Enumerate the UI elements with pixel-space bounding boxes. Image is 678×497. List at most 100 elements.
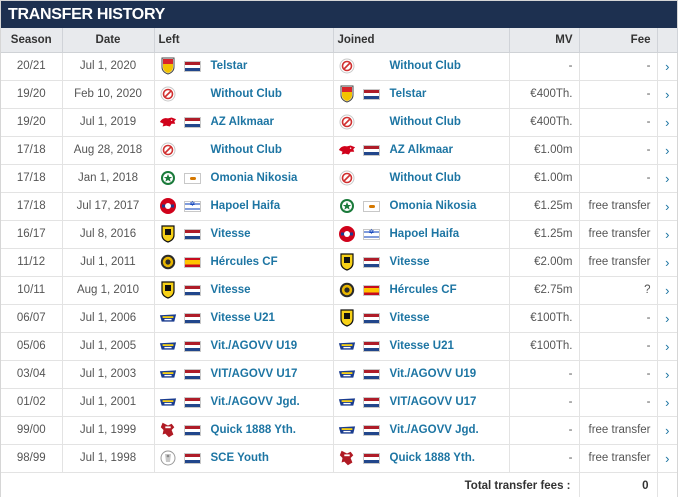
no-club-icon[interactable] [338,113,356,131]
left-club-link[interactable]: Without Club [210,88,282,100]
joined-club-link[interactable]: Vit./AGOVV Jgd. [389,424,479,436]
hapoel-crest[interactable] [338,225,356,243]
table-row[interactable]: 01/02 Jul 1, 2001 Vit./AGOVV Jgd. VIT/AG… [1,388,677,417]
joined-club-link[interactable]: Hapoel Haifa [389,228,460,240]
left-club-link[interactable]: Vitesse [210,284,251,296]
joined-club-link[interactable]: Without Club [389,116,461,128]
az-crest[interactable] [338,141,356,159]
left-club-link[interactable]: Without Club [210,144,282,156]
hercules-crest[interactable] [159,253,177,271]
left-club-link[interactable]: AZ Alkmaar [210,116,275,128]
agovv-crest[interactable] [338,421,356,439]
row-detail-arrow-icon[interactable]: › [657,52,677,81]
joined-club-link[interactable]: Vitesse [389,256,430,268]
vitesse-crest[interactable] [159,225,177,243]
table-row[interactable]: 20/21 Jul 1, 2020 Telstar Without Club -… [1,52,677,81]
left-club-link[interactable]: Vitesse U21 [210,312,275,324]
row-detail-arrow-icon[interactable]: › [657,276,677,305]
table-row[interactable]: 99/00 Jul 1, 1999 Quick 1888 Yth. Vit./A… [1,416,677,445]
quick-crest[interactable] [159,421,177,439]
row-detail-arrow-icon[interactable]: › [657,360,677,389]
market-value-cell: €100Th. [509,332,580,361]
agovv-crest[interactable] [159,393,177,411]
flag-il-icon [362,228,380,240]
telstar-crest[interactable] [159,57,177,75]
joined-club-link[interactable]: Hércules CF [389,284,457,296]
agovv-crest[interactable] [338,393,356,411]
left-club-cell: Without Club [154,80,334,109]
joined-club-link[interactable]: AZ Alkmaar [389,144,454,156]
vitesse-crest[interactable] [159,281,177,299]
table-row[interactable]: 16/17 Jul 8, 2016 Vitesse Hapoel Haifa €… [1,220,677,249]
agovv-crest[interactable] [338,365,356,383]
left-club-cell: Without Club [154,136,334,165]
agovv-crest[interactable] [159,365,177,383]
table-row[interactable]: 19/20 Jul 1, 2019 AZ Alkmaar Without Clu… [1,108,677,137]
joined-club-cell: Without Club [333,108,510,137]
row-detail-arrow-icon[interactable]: › [657,192,677,221]
left-club-link[interactable]: Quick 1888 Yth. [210,424,296,436]
quick-crest[interactable] [338,449,356,467]
left-club-link[interactable]: Hércules CF [210,256,278,268]
agovv-crest[interactable] [338,337,356,355]
row-detail-arrow-icon[interactable]: › [657,164,677,193]
table-row[interactable]: 19/20 Feb 10, 2020 Without Club Telstar … [1,80,677,109]
table-row[interactable]: 17/18 Jul 17, 2017 Hapoel Haifa Omonia N… [1,192,677,221]
left-club-link[interactable]: Telstar [210,60,248,72]
joined-club-link[interactable]: Quick 1888 Yth. [389,452,475,464]
left-club-link[interactable]: VIT/AGOVV U17 [210,368,298,380]
agovv-crest[interactable] [159,309,177,327]
no-club-icon[interactable] [159,141,177,159]
joined-club-link[interactable]: Without Club [389,172,461,184]
joined-club-link[interactable]: VIT/AGOVV U17 [389,396,477,408]
table-row[interactable]: 11/12 Jul 1, 2011 Hércules CF Vitesse €2… [1,248,677,277]
date-cell: Jul 1, 2020 [62,52,155,81]
left-club-link[interactable]: Vit./AGOVV Jgd. [210,396,300,408]
row-detail-arrow-icon[interactable]: › [657,80,677,109]
row-detail-arrow-icon[interactable]: › [657,136,677,165]
hapoel-crest[interactable] [159,197,177,215]
vitesse-crest[interactable] [338,309,356,327]
table-row[interactable]: 03/04 Jul 1, 2003 VIT/AGOVV U17 Vit./AGO… [1,360,677,389]
joined-club-link[interactable]: Vit./AGOVV U19 [389,368,477,380]
row-detail-arrow-icon[interactable]: › [657,304,677,333]
left-club-cell: Vit./AGOVV Jgd. [154,388,334,417]
hercules-crest[interactable] [338,281,356,299]
row-detail-arrow-icon[interactable]: › [657,388,677,417]
table-row[interactable]: 17/18 Aug 28, 2018 Without Club AZ Alkma… [1,136,677,165]
table-row[interactable]: 98/99 Jul 1, 1998 SCE Youth Quick 1888 Y… [1,444,677,473]
table-row[interactable]: 10/11 Aug 1, 2010 Vitesse Hércules CF €2… [1,276,677,305]
row-detail-arrow-icon[interactable]: › [657,416,677,445]
left-club-link[interactable]: Vitesse [210,228,251,240]
az-crest[interactable] [159,113,177,131]
joined-club-link[interactable]: Omonia Nikosia [389,200,477,212]
left-club-link[interactable]: Omonia Nikosia [210,172,298,184]
omonia-crest[interactable] [159,169,177,187]
agovv-crest[interactable] [159,337,177,355]
joined-club-link[interactable]: Without Club [389,60,461,72]
left-club-link[interactable]: Vit./AGOVV U19 [210,340,298,352]
joined-club-link[interactable]: Vitesse [389,312,430,324]
sce-crest[interactable] [159,449,177,467]
row-detail-arrow-icon[interactable]: › [657,220,677,249]
row-detail-arrow-icon[interactable]: › [657,248,677,277]
row-detail-arrow-icon[interactable]: › [657,108,677,137]
table-row[interactable]: 17/18 Jan 1, 2018 Omonia Nikosia Without… [1,164,677,193]
vitesse-crest[interactable] [338,253,356,271]
omonia-crest[interactable] [338,197,356,215]
table-row[interactable]: 06/07 Jul 1, 2006 Vitesse U21 Vitesse €1… [1,304,677,333]
row-detail-arrow-icon[interactable]: › [657,444,677,473]
no-club-icon[interactable] [338,169,356,187]
row-detail-arrow-icon[interactable]: › [657,332,677,361]
fee-cell: - [579,136,658,165]
left-club-link[interactable]: Hapoel Haifa [210,200,281,212]
left-club-cell: Vit./AGOVV U19 [154,332,334,361]
table-row[interactable]: 05/06 Jul 1, 2005 Vit./AGOVV U19 Vitesse… [1,332,677,361]
joined-club-link[interactable]: Telstar [389,88,427,100]
telstar-crest[interactable] [338,85,356,103]
joined-club-link[interactable]: Vitesse U21 [389,340,454,352]
no-club-icon[interactable] [338,57,356,75]
left-club-link[interactable]: SCE Youth [210,452,269,464]
no-club-icon[interactable] [159,85,177,103]
